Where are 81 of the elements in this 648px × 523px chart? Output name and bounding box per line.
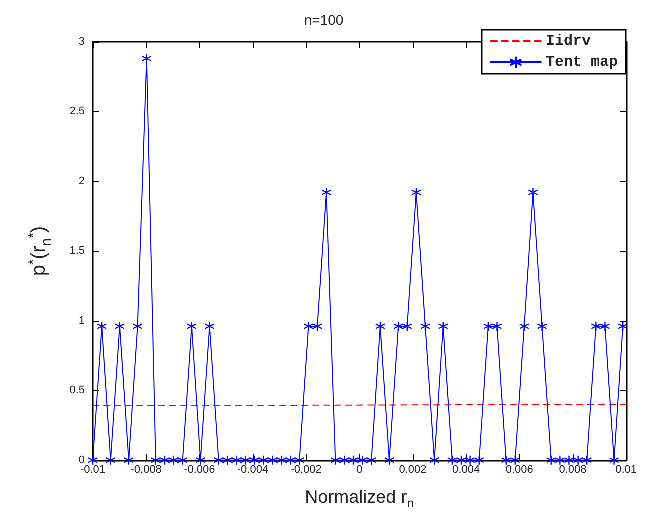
x-tick-label: -0.008 xyxy=(130,464,162,476)
point xyxy=(330,455,341,466)
point xyxy=(537,321,548,332)
point xyxy=(340,455,350,466)
point xyxy=(393,321,404,332)
y-tick-label: 2.5 xyxy=(70,106,85,118)
point xyxy=(258,455,269,466)
point xyxy=(204,321,215,332)
point xyxy=(132,321,143,332)
point xyxy=(573,455,584,466)
point xyxy=(474,455,484,466)
point xyxy=(124,455,134,466)
y-tick-label: 2 xyxy=(78,175,85,188)
point xyxy=(483,321,494,332)
point xyxy=(250,455,260,466)
legend-label: Tent map xyxy=(546,54,618,71)
point xyxy=(501,455,512,466)
point xyxy=(294,455,305,466)
point xyxy=(519,321,530,332)
point xyxy=(546,455,556,466)
legend-label: Iidrv xyxy=(546,33,592,50)
point xyxy=(384,455,395,466)
x-tick-label: 0.006 xyxy=(506,464,534,476)
point xyxy=(429,455,440,466)
point xyxy=(555,455,566,466)
point xyxy=(348,455,359,466)
y-tick-label: 0.5 xyxy=(70,384,85,397)
point xyxy=(106,455,116,466)
point xyxy=(618,321,628,332)
y-tick-label: 3 xyxy=(78,36,85,48)
point xyxy=(366,455,377,466)
point xyxy=(510,455,520,466)
chart-title: n=100 xyxy=(304,12,344,28)
point xyxy=(214,455,224,466)
point xyxy=(609,455,620,466)
x-tick-label: 0.008 xyxy=(559,464,587,476)
point xyxy=(160,455,170,466)
point xyxy=(492,321,502,332)
y-axis-title: p*(rn*) xyxy=(25,226,54,276)
point xyxy=(564,455,574,466)
point xyxy=(186,321,198,332)
x-tick-label: 0 xyxy=(356,464,363,476)
point xyxy=(114,321,126,332)
point xyxy=(232,455,242,466)
point xyxy=(178,455,188,466)
point xyxy=(438,321,448,332)
point xyxy=(222,455,233,466)
point xyxy=(456,455,467,466)
point xyxy=(591,321,602,332)
x-tick-label: 0.01 xyxy=(616,464,638,476)
point xyxy=(375,321,386,332)
x-tick-label: -0.01 xyxy=(80,464,106,476)
y-tick-label: 0 xyxy=(78,454,85,466)
point xyxy=(321,188,332,198)
point xyxy=(168,455,179,466)
x-tick-label: -0.004 xyxy=(237,464,269,476)
point xyxy=(465,455,476,466)
point xyxy=(402,321,412,332)
point xyxy=(600,321,610,332)
y-tick-label: 1 xyxy=(78,314,85,327)
point xyxy=(528,188,538,198)
point xyxy=(312,321,323,332)
x-tick-label: 0.002 xyxy=(399,464,427,476)
point xyxy=(96,321,108,332)
point xyxy=(142,54,152,64)
point xyxy=(357,455,368,466)
x-tick-label: -0.006 xyxy=(184,464,216,476)
point xyxy=(285,455,296,466)
point xyxy=(420,321,431,332)
x-tick-label: -0.002 xyxy=(290,464,322,476)
point xyxy=(447,455,458,466)
point xyxy=(240,455,251,466)
point xyxy=(411,188,422,198)
point xyxy=(150,455,162,466)
point xyxy=(268,455,278,466)
x-tick-label: 0.004 xyxy=(452,464,480,476)
y-tick-label: 1.5 xyxy=(70,245,85,258)
point xyxy=(304,321,314,332)
point xyxy=(582,455,592,466)
point xyxy=(276,455,287,466)
point xyxy=(196,455,206,466)
